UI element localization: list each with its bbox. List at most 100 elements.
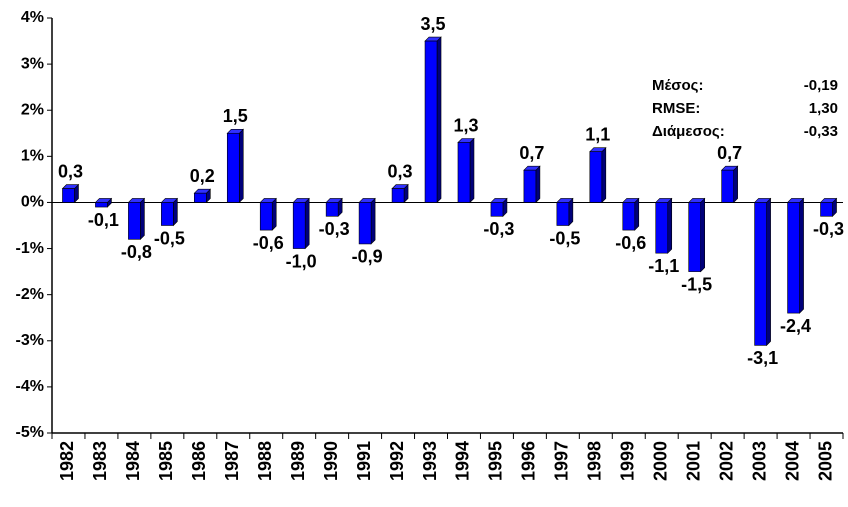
- y-tick-label: 3%: [21, 55, 44, 72]
- bar: [655, 202, 669, 254]
- bar: [820, 202, 833, 217]
- stats-label: RMSE:: [652, 100, 700, 117]
- value-label: -0,8: [121, 242, 152, 262]
- y-tick-label: 2%: [21, 101, 44, 118]
- bar-side: [238, 128, 244, 204]
- bar-side: [568, 197, 574, 227]
- value-label: 1,1: [585, 124, 610, 144]
- x-tick-label: 2003: [749, 441, 769, 481]
- x-tick-label: 1994: [453, 441, 473, 481]
- x-tick-label: 2005: [815, 441, 835, 481]
- bar: [622, 202, 636, 231]
- value-label: 0,3: [58, 161, 83, 181]
- x-tick-label: 1984: [123, 441, 143, 481]
- value-label: 3,5: [421, 14, 446, 34]
- x-tick-label: 2001: [683, 441, 703, 481]
- bar: [95, 202, 108, 208]
- bar-side: [799, 197, 804, 314]
- x-tick-label: 2004: [782, 441, 802, 481]
- y-tick-label: 0%: [21, 194, 44, 211]
- value-label: 1,5: [223, 106, 248, 126]
- bar: [754, 202, 767, 346]
- bar-side: [436, 36, 442, 204]
- x-tick-label: 1982: [57, 441, 77, 481]
- bar: [556, 202, 570, 226]
- bar-side: [469, 137, 475, 204]
- bar: [161, 202, 174, 226]
- bar: [589, 151, 603, 203]
- x-tick-label: 1990: [321, 441, 341, 481]
- y-tick-label: -4%: [16, 378, 44, 395]
- x-tick-label: 1992: [387, 441, 407, 481]
- y-tick-label: -2%: [16, 286, 44, 303]
- x-tick-label: 2002: [716, 441, 736, 481]
- bar-side: [173, 197, 178, 227]
- y-tick-label: 1%: [21, 148, 44, 165]
- bar-side: [271, 197, 277, 231]
- value-label: -0,6: [253, 233, 284, 253]
- value-label: -0,5: [549, 228, 580, 248]
- bar: [424, 40, 438, 203]
- bar: [490, 202, 504, 217]
- bar: [688, 202, 701, 272]
- x-tick-label: 1996: [519, 441, 539, 481]
- x-tick-label: 1993: [420, 441, 440, 481]
- bar-side: [766, 197, 771, 347]
- stats-value: -0,19: [804, 77, 838, 94]
- value-label: -1,0: [286, 251, 317, 271]
- value-label: -1,1: [648, 256, 679, 276]
- value-label: -1,5: [681, 274, 712, 294]
- value-label: -0,3: [483, 219, 514, 239]
- bar: [226, 132, 240, 203]
- y-tick-label: 4%: [21, 9, 44, 26]
- bar: [457, 142, 471, 203]
- value-label: -2,4: [780, 316, 811, 336]
- bar-side: [733, 165, 738, 204]
- bar-side: [601, 146, 607, 204]
- stats-value: 1,30: [809, 100, 838, 117]
- value-label: -0,3: [319, 219, 350, 239]
- bar: [787, 202, 800, 314]
- x-tick-label: 1997: [552, 441, 572, 481]
- bar-side: [304, 197, 310, 250]
- value-label: 0,3: [388, 161, 413, 181]
- x-tick-label: 1999: [618, 441, 638, 481]
- stats-label: Διάμεσος:: [652, 123, 725, 140]
- x-tick-label: 1989: [288, 441, 308, 481]
- bar: [325, 202, 339, 217]
- x-tick-label: 1995: [486, 441, 506, 481]
- x-tick-label: 1983: [90, 441, 110, 481]
- bar-side: [535, 165, 541, 204]
- value-label: 0,2: [190, 166, 215, 186]
- bar: [292, 202, 306, 249]
- bar-side: [140, 197, 145, 241]
- value-label: -0,9: [352, 247, 383, 267]
- value-label: 0,7: [717, 143, 742, 163]
- value-label: 0,7: [519, 143, 544, 163]
- bar: [62, 188, 75, 203]
- bar: [358, 202, 372, 245]
- value-label: 1,3: [453, 115, 478, 135]
- bar-side: [700, 197, 705, 273]
- stats-value: -0,33: [804, 123, 838, 140]
- bar-side: [667, 197, 673, 254]
- bar: [194, 192, 207, 203]
- bar: [523, 169, 537, 203]
- bar: [721, 169, 734, 203]
- x-tick-label: 2000: [650, 441, 670, 481]
- stats-label: Μέσος:: [652, 77, 703, 94]
- bar-side: [634, 197, 640, 231]
- value-label: -0,1: [88, 210, 119, 230]
- x-tick-label: 1985: [156, 441, 176, 481]
- value-label: -0,6: [615, 233, 646, 253]
- y-tick-label: -1%: [16, 240, 44, 257]
- y-tick-label: -3%: [16, 332, 44, 349]
- value-label: -3,1: [747, 348, 778, 368]
- value-label: -0,5: [154, 228, 185, 248]
- value-label: -0,3: [813, 219, 844, 239]
- x-tick-label: 1986: [189, 441, 209, 481]
- bar: [391, 188, 405, 203]
- bar: [128, 202, 141, 240]
- x-tick-label: 1998: [585, 441, 605, 481]
